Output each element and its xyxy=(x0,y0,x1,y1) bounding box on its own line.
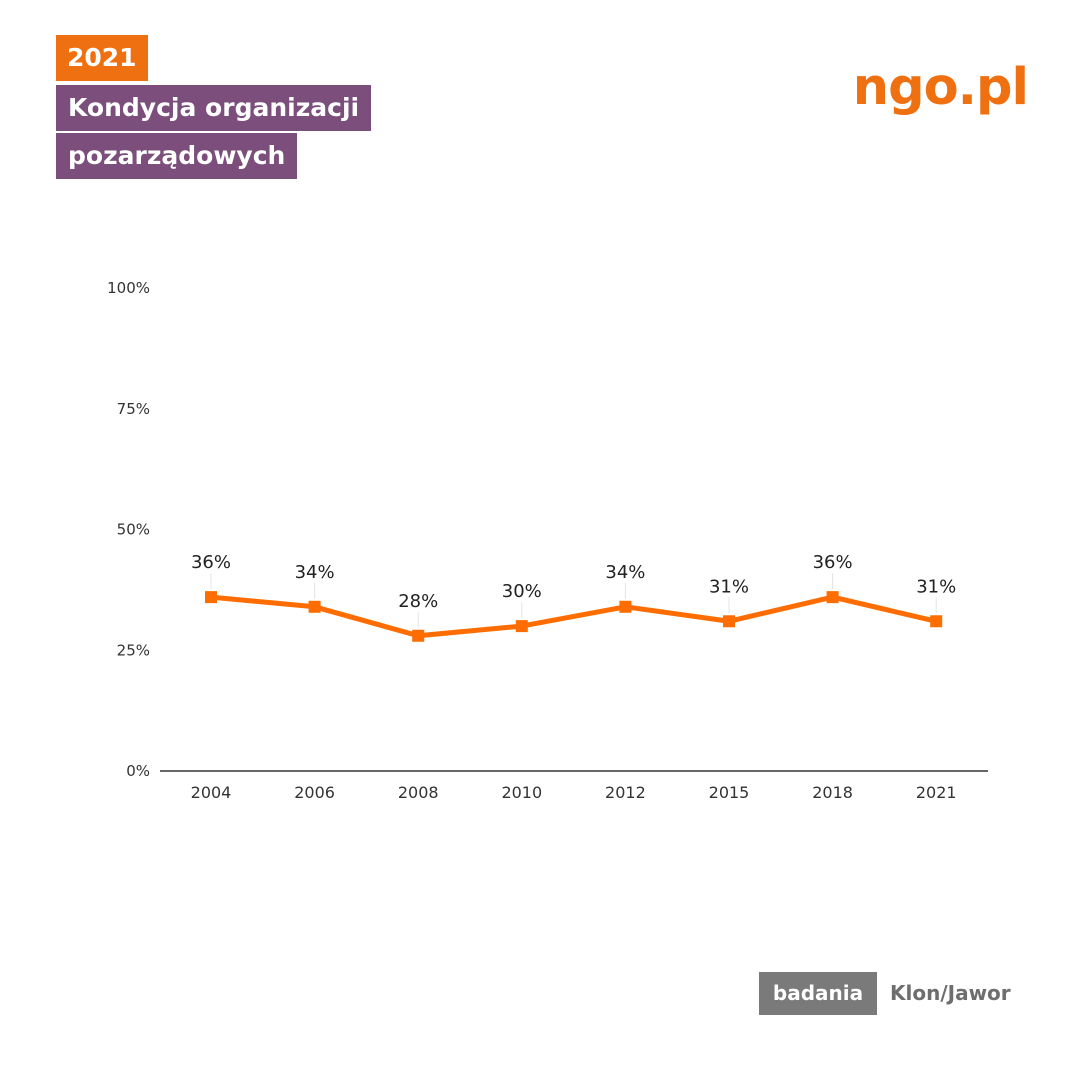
data-label: 28% xyxy=(398,591,438,612)
data-label: 34% xyxy=(605,562,645,583)
x-tick-label: 2012 xyxy=(605,783,646,802)
y-tick-label: 50% xyxy=(117,521,150,539)
title-line-2: pozarządowych xyxy=(56,133,298,179)
data-point-marker xyxy=(723,615,735,628)
data-point-marker xyxy=(308,600,321,613)
footer-source: Klon/Jawor xyxy=(890,981,1011,1005)
series-line xyxy=(208,594,939,639)
data-point-marker xyxy=(205,591,217,604)
data-label: 36% xyxy=(813,552,853,573)
x-tick-label: 2010 xyxy=(501,783,542,802)
data-label: 31% xyxy=(916,576,956,597)
x-tick-label: 2004 xyxy=(191,783,232,802)
ngo-logo: ngo.pl xyxy=(852,58,1029,117)
footer-badge-badania: badania xyxy=(759,972,877,1015)
data-point-marker xyxy=(826,591,839,604)
data-label: 34% xyxy=(295,562,335,583)
x-tick-label: 2015 xyxy=(709,783,750,802)
data-point-marker xyxy=(930,615,943,628)
y-tick-label: 0% xyxy=(126,762,150,780)
x-tick-label: 2021 xyxy=(916,783,957,802)
x-tick-label: 2018 xyxy=(812,783,853,802)
data-point-marker xyxy=(515,620,528,633)
data-label: 31% xyxy=(709,576,749,597)
data-point-marker xyxy=(412,629,425,642)
data-point-marker xyxy=(619,600,632,613)
data-label: 36% xyxy=(191,552,231,573)
x-tick-label: 2006 xyxy=(294,783,335,802)
data-label: 30% xyxy=(502,581,542,602)
y-tick-label: 25% xyxy=(117,641,150,659)
x-tick-label: 2008 xyxy=(398,783,439,802)
y-tick-label: 100% xyxy=(107,279,150,297)
year-badge: 2021 xyxy=(56,35,148,81)
title-line-1: Kondycja organizacji xyxy=(56,85,372,131)
y-tick-label: 75% xyxy=(117,400,150,418)
